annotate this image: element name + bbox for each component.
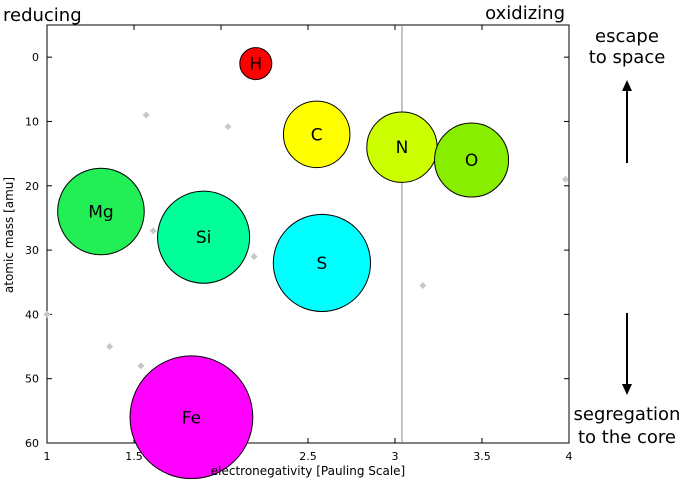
y-tick-label: 60 <box>25 437 39 450</box>
y-tick-label: 30 <box>25 244 39 257</box>
minor-point <box>562 176 569 183</box>
bubble-label-mg: Mg <box>88 202 113 222</box>
minor-point <box>44 311 51 318</box>
escape-label-line1: escape <box>595 26 659 47</box>
minor-point <box>106 343 113 350</box>
y-tick-label: 50 <box>25 373 39 386</box>
minor-point <box>251 253 258 260</box>
bubble-label-c: C <box>311 125 323 145</box>
bubble-label-h: H <box>249 55 262 75</box>
minor-point <box>150 227 157 234</box>
escape-label-line2: to space <box>589 47 666 68</box>
x-tick-label: 3 <box>392 450 399 463</box>
bubble-label-si: Si <box>196 228 212 248</box>
minor-point <box>143 112 150 119</box>
minor-point <box>224 123 231 130</box>
x-tick-label: 3.5 <box>473 450 491 463</box>
minor-point <box>419 282 426 289</box>
oxidizing-label: oxidizing <box>485 3 565 24</box>
bubble-label-n: N <box>396 138 409 158</box>
y-tick-label: 10 <box>25 115 39 128</box>
y-axis-label: atomic mass [amu] <box>2 177 16 293</box>
segregation-label-line2: to the core <box>578 427 676 448</box>
y-tick-label: 0 <box>32 51 39 64</box>
segregation-label-line1: segregation <box>574 404 681 425</box>
down-arrow-icon <box>622 313 632 395</box>
x-tick-label: 1.5 <box>125 450 143 463</box>
y-tick-label: 20 <box>25 180 39 193</box>
bubble-label-o: O <box>465 151 478 171</box>
up-arrow-icon <box>622 80 632 163</box>
x-tick-label: 2.5 <box>299 450 317 463</box>
x-axis-label: electronegativity [Pauling Scale] <box>211 464 405 478</box>
x-tick-label: 1 <box>44 450 51 463</box>
x-tick-label: 4 <box>566 450 573 463</box>
bubble-label-fe: Fe <box>182 408 201 428</box>
reducing-label: reducing <box>3 5 82 26</box>
element-bubbles: H C N O Mg Si S Fe <box>58 48 509 479</box>
minor-point <box>137 362 144 369</box>
bubble-label-s: S <box>317 254 328 274</box>
y-tick-label: 40 <box>25 308 39 321</box>
